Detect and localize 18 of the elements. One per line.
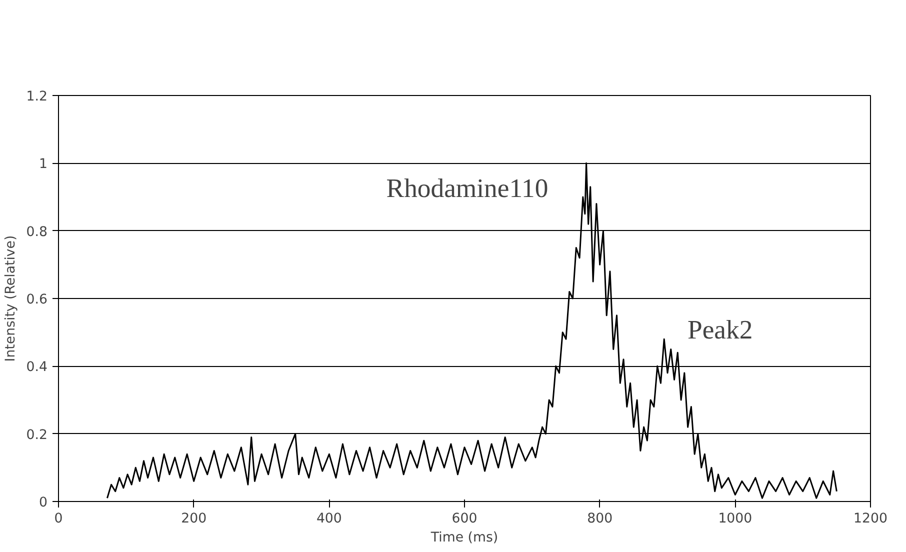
y-tick-label: 1.2: [26, 90, 48, 104]
x-tick-label: 400: [316, 512, 342, 526]
y-tick-label: 0.4: [26, 360, 48, 376]
x-axis-title: Time (ms): [430, 530, 498, 546]
y-tick-label: 1: [39, 157, 48, 172]
y-tick-label: 0.6: [26, 292, 48, 308]
y-tick-label: 0.2: [26, 428, 48, 443]
x-tick-label: 600: [452, 512, 478, 526]
y-tick-label: 0: [39, 496, 48, 510]
x-tick-label: 0: [54, 512, 63, 526]
x-tick-label: 1200: [854, 512, 888, 526]
x-tick-label: 800: [587, 512, 613, 526]
x-tick-label: 1000: [718, 512, 752, 526]
y-tick-label: 0.8: [26, 224, 48, 240]
y-axis-title: Intensity (Relative): [3, 235, 18, 362]
annotation: Peak2: [688, 314, 753, 344]
annotation: Rhodamine110: [386, 173, 548, 204]
x-tick-label: 200: [181, 512, 207, 526]
